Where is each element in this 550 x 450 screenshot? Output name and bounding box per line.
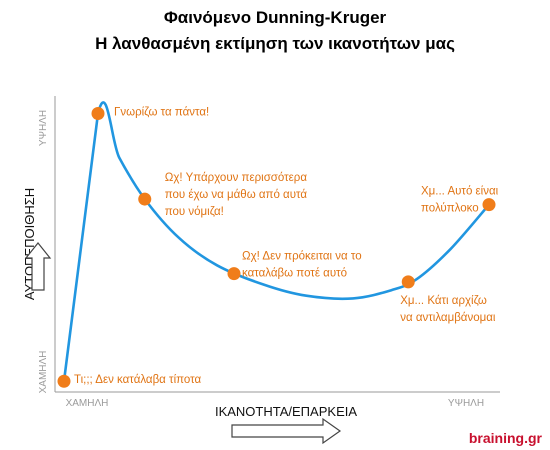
annotation-line: Γνωρίζω τα πάντα! (114, 107, 209, 119)
data-point-2 (91, 107, 105, 121)
annotation-line: Χμ... Αυτό είναι (421, 186, 499, 198)
key-points (57, 107, 496, 388)
data-point-5 (401, 275, 415, 289)
confidence-curve (62, 101, 491, 383)
annotation-2: Γνωρίζω τα πάντα! (114, 107, 209, 119)
brand-watermark: braining.gr (469, 430, 543, 446)
y-axis-arrow-icon (24, 242, 52, 291)
x-tick-high: ΥΨΗΛΗ (448, 398, 484, 409)
annotation-line: Ωχ! Υπάρχουν περισσότερα (165, 172, 308, 184)
annotation-line: που νόμιζα! (165, 206, 224, 218)
y-tick-low: ΧΑΜΗΛΗ (38, 351, 49, 394)
chart-subtitle: Η λανθασμένη εκτίμηση των ικανοτήτων μας (95, 34, 455, 53)
point-annotations: Τι;;; Δεν κατάλαβα τίποτα Γνωρίζω τα πάντ… (74, 107, 499, 387)
x-tick-low: ΧΑΜΗΛΗ (66, 398, 109, 409)
annotation-1: Τι;;; Δεν κατάλαβα τίποτα (74, 374, 202, 386)
annotation-line: καταλάβω ποτέ αυτό (242, 268, 347, 280)
annotation-line: πολύπλοκο (421, 203, 479, 215)
data-point-6 (482, 198, 496, 212)
x-axis-label: ΙΚΑΝΟΤΗΤΑ/ΕΠΑΡΚΕΙΑ (215, 404, 357, 419)
annotation-line: που έχω να μάθω από αυτά (165, 189, 308, 201)
annotation-line: Τι;;; Δεν κατάλαβα τίποτα (74, 374, 202, 386)
annotation-6: Χμ... Αυτό είναι πολύπλοκο (421, 186, 499, 215)
data-point-4 (227, 267, 241, 281)
data-point-3 (138, 192, 152, 206)
chart-title: Φαινόμενο Dunning-Kruger (164, 8, 387, 27)
annotation-3: Ωχ! Υπάρχουν περισσότερα που έχω να μάθω … (165, 172, 308, 218)
y-tick-high: ΥΨΗΛΗ (38, 110, 49, 146)
annotation-line: να αντιλαμβάνομαι (400, 312, 496, 324)
axes (54, 96, 500, 393)
annotation-line: Ωχ! Δεν πρόκειται να το (242, 251, 362, 263)
annotation-line: Χμ... Κάτι αρχίζω (400, 295, 487, 307)
annotation-5: Χμ... Κάτι αρχίζω να αντιλαμβάνομαι (400, 295, 496, 324)
data-point-1 (57, 374, 71, 388)
annotation-4: Ωχ! Δεν πρόκειται να το καταλάβω ποτέ αυτ… (242, 251, 362, 280)
x-axis-arrow-icon (231, 417, 342, 445)
